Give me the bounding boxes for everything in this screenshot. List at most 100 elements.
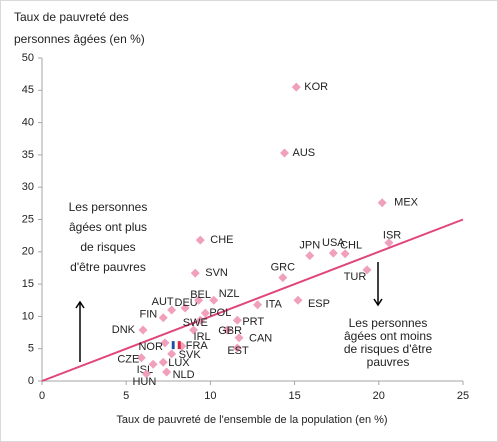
point-label: AUS <box>292 147 315 159</box>
point-label: LUX <box>168 357 190 369</box>
point <box>200 308 210 318</box>
y-tick-label: 45 <box>22 84 34 96</box>
annotation: âgées ont plus <box>69 220 147 234</box>
point <box>160 338 170 348</box>
point-label: KOR <box>304 81 328 93</box>
y-tick-label: 35 <box>22 149 34 161</box>
point-label: NOR <box>138 341 163 353</box>
point <box>180 303 190 313</box>
point-label: AUT <box>152 296 174 308</box>
point-label: GRC <box>271 262 296 274</box>
point <box>291 82 301 92</box>
x-tick-label: 15 <box>288 390 300 402</box>
point-label: TUR <box>344 271 367 283</box>
point <box>328 248 338 258</box>
point-label: FRA <box>186 340 209 352</box>
point-label: DNK <box>112 324 136 336</box>
point-label: CHL <box>340 240 362 252</box>
point-label: ITA <box>266 299 283 311</box>
point <box>167 305 177 315</box>
point-label: EST <box>227 345 249 357</box>
y-tick-label: 25 <box>22 213 34 225</box>
flag-icon <box>174 341 178 350</box>
arrow-head <box>75 300 85 309</box>
point <box>209 295 219 305</box>
point <box>136 353 146 363</box>
y-tick-label: 30 <box>22 181 34 193</box>
y-tick-label: 0 <box>28 375 34 387</box>
point-label: SVK <box>179 349 202 361</box>
y-tick-label: 20 <box>22 246 34 258</box>
annotation: d'être pauvres <box>70 260 146 274</box>
point-label: POL <box>209 307 231 319</box>
point <box>189 325 199 335</box>
x-tick-label: 10 <box>204 390 216 402</box>
point-label: USA <box>322 237 345 249</box>
y-tick-label: 15 <box>22 278 34 290</box>
point <box>190 268 200 278</box>
x-axis-label: Taux de pauvreté de l'ensemble de la pop… <box>116 414 387 426</box>
y-tick-label: 5 <box>28 343 34 355</box>
flag-icon <box>171 341 175 350</box>
point <box>234 333 244 343</box>
point-label: DEU <box>175 297 198 309</box>
annotation: Les personnes <box>69 200 148 214</box>
point-label: PRT <box>242 316 264 328</box>
point <box>158 313 168 323</box>
reference-line <box>41 218 464 382</box>
x-tick-label: 25 <box>457 390 469 402</box>
point-label: SVN <box>205 267 228 279</box>
y-axis-label: personnes âgées (en %) <box>14 32 145 46</box>
x-tick-label: 5 <box>123 390 129 402</box>
point-label: CZE <box>117 354 139 366</box>
annotation: pauvres <box>367 355 410 369</box>
point <box>253 300 263 310</box>
point-label: BEL <box>190 289 211 301</box>
point <box>167 349 177 359</box>
point <box>141 369 151 379</box>
point-label: CAN <box>249 333 272 345</box>
point-label: SWE <box>183 317 208 329</box>
annotation: âgées ont moins <box>344 329 432 343</box>
point-label: CHE <box>210 234 233 246</box>
point <box>195 235 205 245</box>
point <box>194 295 204 305</box>
point-label: ISR <box>383 230 401 242</box>
point <box>222 325 232 335</box>
x-tick-label: 20 <box>373 390 385 402</box>
point-label: JPN <box>299 240 320 252</box>
y-axis-label: Taux de pauvreté des <box>14 10 129 24</box>
point <box>362 265 372 275</box>
point-label: NLD <box>173 369 195 381</box>
point-label: ESP <box>308 298 330 310</box>
x-tick-label: 0 <box>39 390 45 402</box>
flag-icon <box>177 341 181 350</box>
y-tick-label: 50 <box>22 52 34 64</box>
point-label: NZL <box>219 288 240 300</box>
point <box>377 198 387 208</box>
point-label: MEX <box>394 197 419 209</box>
point <box>279 148 289 158</box>
point-label: FIN <box>140 309 158 321</box>
point <box>195 315 205 325</box>
point <box>148 359 158 369</box>
arrow-head <box>373 298 383 307</box>
annotation: de risques d'être <box>344 342 433 356</box>
point <box>232 315 242 325</box>
point <box>384 238 394 248</box>
point <box>138 325 148 335</box>
annotation: de risques <box>80 240 135 254</box>
y-tick-label: 10 <box>22 310 34 322</box>
point <box>340 249 350 259</box>
point <box>293 295 303 305</box>
point <box>158 357 168 367</box>
point-label: HUN <box>132 376 156 388</box>
point-label: IRL <box>194 331 211 343</box>
y-tick-label: 40 <box>22 117 34 129</box>
point <box>278 273 288 283</box>
point <box>162 367 172 377</box>
annotation: Les personnes <box>349 316 428 330</box>
point-label: GBR <box>218 325 242 337</box>
point <box>305 251 315 261</box>
